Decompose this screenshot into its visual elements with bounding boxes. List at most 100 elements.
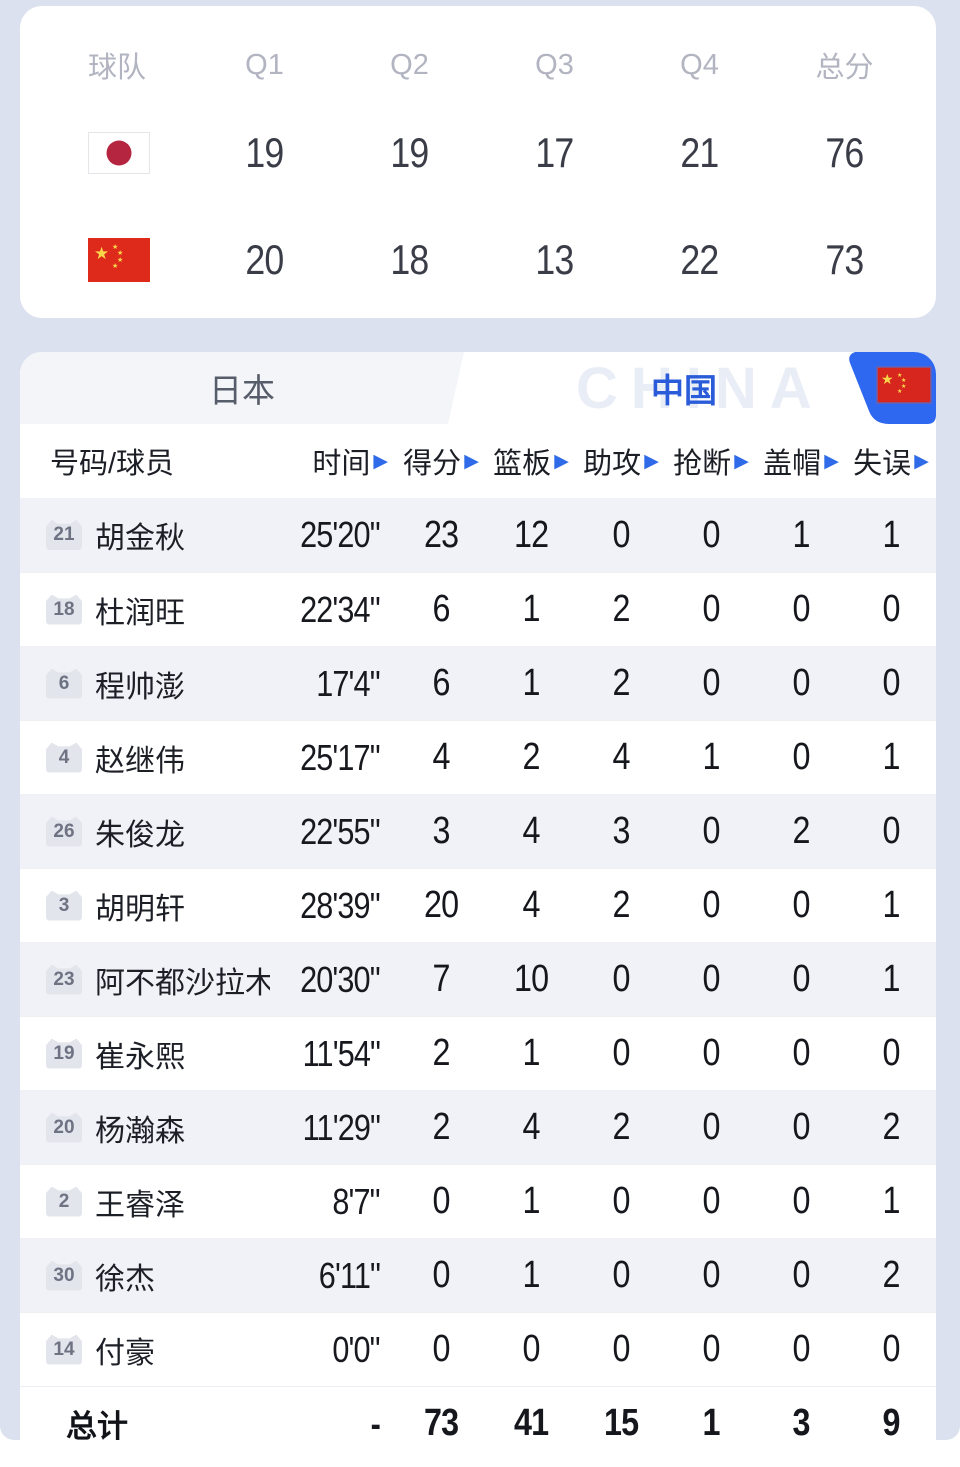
svg-text:★: ★ bbox=[897, 372, 902, 379]
player-name: 付豪 bbox=[95, 1336, 155, 1370]
tab-japan[interactable]: 日本 bbox=[20, 352, 464, 424]
table-row[interactable]: 14 付豪 0'0" 0 0 0 0 0 0 bbox=[20, 1312, 936, 1386]
stat-blocks: 1 bbox=[792, 513, 810, 556]
jersey-number-badge: 20 bbox=[46, 1112, 82, 1143]
jersey-number-badge: 6 bbox=[46, 668, 82, 699]
stat-steals: 1 bbox=[702, 736, 720, 778]
stat-points: 2 bbox=[432, 1032, 450, 1074]
scoreboard-header-q1: Q1 bbox=[245, 48, 284, 81]
table-row[interactable]: 30 徐杰 6'11" 0 1 0 0 0 2 bbox=[20, 1238, 936, 1312]
table-row[interactable]: 2 王睿泽 8'7" 0 1 0 0 0 1 bbox=[20, 1164, 936, 1238]
table-row[interactable]: 6 程帅澎 17'4" 6 1 2 0 0 0 bbox=[20, 646, 936, 720]
column-header-points[interactable]: 得分 ▶ bbox=[403, 448, 479, 480]
stat-time: 25'17" bbox=[300, 736, 381, 778]
stat-time: 25'20" bbox=[300, 514, 381, 555]
totals-row: 总计 - 73 41 15 1 3 9 bbox=[20, 1386, 936, 1460]
china-total: 73 bbox=[825, 236, 864, 283]
jersey-number-badge: 19 bbox=[46, 1038, 82, 1069]
stat-turnovers: 1 bbox=[882, 1180, 900, 1222]
totals-label: 总计 bbox=[66, 1409, 128, 1444]
table-row[interactable]: 3 胡明轩 28'39" 20 4 2 0 0 1 bbox=[20, 868, 936, 942]
stat-blocks: 2 bbox=[792, 810, 810, 852]
stat-time: 22'55" bbox=[300, 810, 381, 852]
column-header-rebounds[interactable]: 篮板 ▶ bbox=[493, 448, 569, 480]
svg-text:★: ★ bbox=[117, 256, 123, 264]
stat-rebounds: 1 bbox=[522, 588, 540, 630]
quarter-scoreboard: 球队 Q1 Q2 Q3 Q4 总分 19 19 17 21 76 ★ ★ ★ ★… bbox=[20, 6, 936, 318]
column-header-turnovers[interactable]: 失误 ▶ bbox=[853, 448, 929, 480]
table-row[interactable]: 19 崔永熙 11'54" 2 1 0 0 0 0 bbox=[20, 1016, 936, 1090]
scoreboard-header-q3: Q3 bbox=[535, 48, 574, 81]
column-header-blocks[interactable]: 盖帽 ▶ bbox=[763, 448, 839, 480]
stat-assists: 2 bbox=[612, 588, 630, 630]
table-row[interactable]: 20 杨瀚森 11'29" 2 4 2 0 0 2 bbox=[20, 1090, 936, 1164]
table-row[interactable]: 23 阿不都沙拉木 20'30" 7 10 0 0 0 1 bbox=[20, 942, 936, 1016]
svg-text:★: ★ bbox=[901, 377, 906, 384]
stat-blocks: 0 bbox=[792, 1032, 810, 1074]
jersey-number-badge: 14 bbox=[46, 1334, 82, 1365]
stat-rebounds: 10 bbox=[513, 958, 549, 1000]
sort-arrow-icon: ▶ bbox=[644, 450, 659, 472]
stat-points: 2 bbox=[432, 1106, 450, 1148]
stats-table-header: 号码/球员 时间 ▶ 得分 ▶ 篮板 ▶ 助攻 ▶ 抢断 ▶ 盖帽 ▶ 失误 ▶ bbox=[20, 424, 936, 498]
stat-turnovers: 1 bbox=[882, 513, 900, 556]
svg-text:★: ★ bbox=[112, 243, 118, 251]
player-name: 赵继伟 bbox=[95, 744, 185, 778]
sort-arrow-icon: ▶ bbox=[373, 450, 388, 472]
stat-assists: 2 bbox=[612, 884, 630, 926]
stat-blocks: 0 bbox=[792, 588, 810, 630]
china-q2: 18 bbox=[390, 236, 429, 283]
stat-assists: 2 bbox=[612, 1106, 630, 1148]
china-q4: 22 bbox=[680, 236, 719, 283]
player-name: 崔永熙 bbox=[95, 1040, 185, 1074]
stat-assists: 0 bbox=[612, 1328, 630, 1370]
player-name: 胡金秋 bbox=[95, 522, 185, 555]
stat-points: 4 bbox=[432, 736, 450, 778]
japan-flag-icon bbox=[88, 132, 150, 174]
table-row[interactable]: 21 胡金秋 25'20" 23 12 0 0 1 1 bbox=[20, 498, 936, 572]
player-name: 朱俊龙 bbox=[95, 818, 185, 852]
stat-steals: 0 bbox=[702, 513, 720, 556]
table-row[interactable]: 4 赵继伟 25'17" 4 2 4 1 0 1 bbox=[20, 720, 936, 794]
stat-steals: 0 bbox=[702, 1254, 720, 1296]
stat-rebounds: 4 bbox=[522, 810, 540, 852]
stat-steals: 0 bbox=[702, 1180, 720, 1222]
stat-rebounds: 1 bbox=[522, 1254, 540, 1296]
player-name: 杜润旺 bbox=[95, 596, 185, 630]
jersey-number-badge: 26 bbox=[46, 816, 82, 847]
tab-china[interactable]: 中国 bbox=[651, 372, 717, 409]
stat-steals: 0 bbox=[702, 1032, 720, 1074]
stat-blocks: 0 bbox=[792, 958, 810, 1000]
team-row-china: ★ ★ ★ ★ ★ bbox=[20, 238, 192, 282]
stat-assists: 2 bbox=[612, 662, 630, 704]
stat-assists: 0 bbox=[612, 1254, 630, 1296]
column-header-assists[interactable]: 助攻 ▶ bbox=[583, 448, 659, 480]
sort-arrow-icon: ▶ bbox=[734, 450, 749, 472]
stat-rebounds: 4 bbox=[522, 1106, 540, 1148]
stat-steals: 0 bbox=[702, 958, 720, 1000]
table-row[interactable]: 26 朱俊龙 22'55" 3 4 3 0 2 0 bbox=[20, 794, 936, 868]
stat-blocks: 0 bbox=[792, 1254, 810, 1296]
stat-steals: 0 bbox=[702, 662, 720, 704]
china-watermark: CHINA bbox=[576, 355, 825, 421]
stat-assists: 4 bbox=[612, 736, 630, 778]
table-row[interactable]: 18 杜润旺 22'34" 6 1 2 0 0 0 bbox=[20, 572, 936, 646]
svg-text:★: ★ bbox=[94, 244, 109, 263]
stat-blocks: 0 bbox=[792, 736, 810, 778]
japan-q1: 19 bbox=[245, 129, 284, 176]
total-steals: 1 bbox=[702, 1402, 720, 1444]
stat-assists: 0 bbox=[612, 1180, 630, 1222]
stat-points: 6 bbox=[432, 588, 450, 630]
stat-assists: 0 bbox=[612, 1032, 630, 1074]
column-header-time[interactable]: 时间 ▶ bbox=[312, 448, 388, 480]
player-name: 徐杰 bbox=[95, 1262, 155, 1296]
team-row-japan bbox=[20, 132, 192, 174]
column-header-steals[interactable]: 抢断 ▶ bbox=[673, 448, 749, 480]
stat-turnovers: 2 bbox=[882, 1106, 900, 1148]
japan-total: 76 bbox=[825, 129, 864, 176]
sort-arrow-icon: ▶ bbox=[914, 450, 929, 472]
player-name: 杨瀚森 bbox=[95, 1114, 185, 1148]
total-assists: 15 bbox=[603, 1402, 639, 1444]
stat-time: 0'0" bbox=[332, 1328, 381, 1370]
